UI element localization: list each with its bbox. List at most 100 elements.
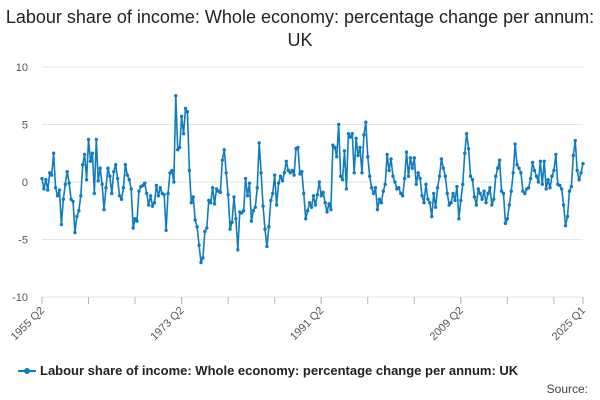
y-axis: -10 -5 0 5 10: [12, 62, 28, 304]
data-point: [90, 151, 95, 155]
data-point: [424, 182, 428, 186]
data-point: [189, 201, 194, 205]
data-point: [166, 191, 170, 196]
data-point: [176, 148, 180, 152]
data-point: [197, 243, 201, 247]
data-point: [125, 173, 130, 177]
x-tick-label: 1973 Q2: [148, 305, 186, 343]
data-point: [470, 178, 475, 182]
data-point: [296, 145, 300, 150]
data-point: [371, 191, 376, 196]
series-layer: [40, 94, 585, 265]
data-point: [46, 188, 50, 192]
data-point: [433, 205, 438, 209]
data-point: [437, 174, 442, 178]
data-point: [399, 191, 403, 196]
data-point: [113, 163, 118, 167]
data-point: [298, 172, 302, 176]
data-point: [199, 260, 203, 265]
x-tick-label: 2025 Q1: [550, 305, 588, 343]
data-point: [243, 176, 248, 181]
data-point: [418, 176, 422, 181]
data-point: [534, 174, 539, 178]
data-point: [492, 197, 496, 201]
y-tick-label: -10: [12, 292, 28, 304]
data-point: [94, 137, 98, 142]
source-label: Source:: [546, 382, 588, 396]
data-point: [521, 189, 525, 193]
data-point: [536, 180, 541, 184]
data-point: [364, 120, 368, 124]
data-point: [362, 133, 366, 137]
data-point: [257, 141, 261, 145]
data-point: [284, 159, 289, 163]
data-point: [447, 203, 451, 207]
data-point: [148, 194, 153, 198]
data-point: [265, 244, 269, 249]
data-point: [404, 150, 409, 154]
data-point: [389, 157, 393, 161]
data-point: [482, 189, 486, 193]
data-point: [565, 214, 570, 219]
data-point: [338, 174, 343, 178]
data-point: [255, 186, 259, 190]
data-point: [158, 186, 162, 190]
data-point: [530, 160, 535, 165]
legend-swatch-icon: [18, 366, 36, 376]
data-point: [187, 168, 192, 173]
data-point: [381, 189, 385, 193]
data-point: [203, 229, 207, 234]
data-point: [42, 187, 46, 191]
data-point: [210, 186, 215, 190]
data-point: [327, 202, 331, 206]
data-point: [174, 94, 178, 98]
data-point: [369, 186, 374, 190]
data-point: [431, 191, 436, 196]
data-point: [356, 153, 360, 158]
data-point: [354, 136, 358, 140]
data-point: [249, 219, 254, 223]
data-point: [497, 158, 502, 162]
data-point: [387, 168, 391, 173]
data-point: [375, 207, 380, 212]
data-point: [282, 171, 287, 175]
data-point: [112, 169, 116, 174]
x-axis: 1955 Q2 1973 Q2 1991 Q2 2009 Q2 2025 Q1: [9, 297, 588, 343]
data-point: [230, 220, 234, 224]
data-point: [459, 198, 463, 203]
data-point: [150, 204, 155, 208]
data-point: [67, 181, 71, 185]
data-point: [573, 138, 577, 143]
data-point: [319, 194, 323, 198]
y-tick-label: 5: [22, 120, 28, 132]
y-tick-label: 0: [22, 177, 28, 189]
data-point: [385, 152, 389, 157]
data-point: [464, 132, 469, 136]
data-point: [154, 183, 159, 188]
data-point: [247, 181, 252, 185]
data-point: [561, 203, 566, 207]
data-point: [253, 205, 257, 209]
data-point: [117, 194, 122, 198]
data-point: [100, 182, 104, 186]
data-point: [317, 180, 321, 184]
data-point: [131, 226, 135, 230]
data-point: [108, 174, 112, 178]
data-point: [205, 226, 209, 230]
data-point: [92, 191, 97, 196]
data-point: [214, 187, 219, 191]
data-point: [342, 149, 347, 153]
data-point: [544, 187, 548, 191]
data-point: [468, 174, 473, 178]
data-point: [51, 151, 56, 155]
data-point: [104, 186, 108, 190]
data-point: [110, 191, 114, 196]
data-point: [251, 209, 256, 213]
data-point: [335, 155, 339, 159]
legend[interactable]: Labour share of income: Whole economy: p…: [18, 363, 518, 378]
data-point: [466, 146, 471, 151]
chart-title: Labour share of income: Whole economy: p…: [5, 7, 595, 50]
data-point: [164, 228, 168, 232]
data-point: [344, 187, 349, 191]
data-point: [422, 201, 426, 205]
